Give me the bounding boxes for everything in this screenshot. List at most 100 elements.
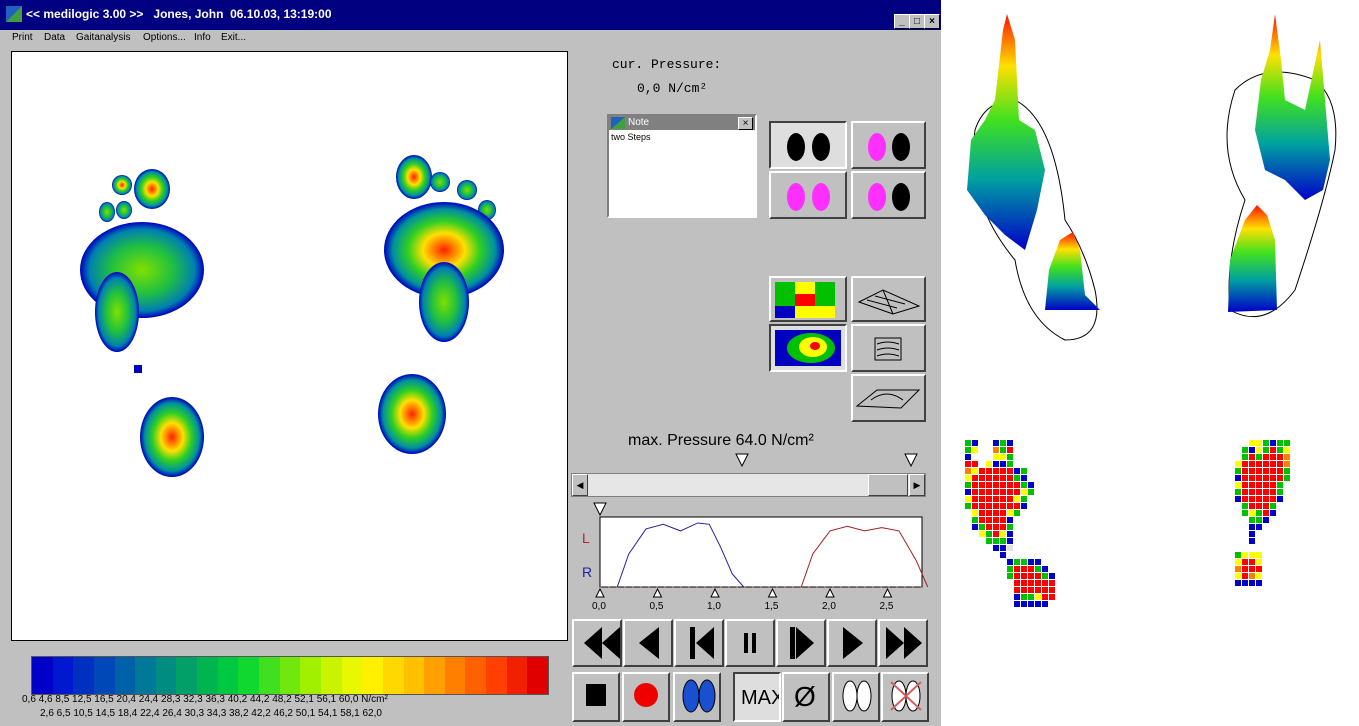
note-text[interactable]: two Steps xyxy=(611,132,651,142)
pressure-cell xyxy=(1256,580,1262,586)
menu-data[interactable]: Data xyxy=(44,32,66,43)
scroll-right-arrow[interactable]: ▶ xyxy=(909,474,925,496)
legend-swatch xyxy=(32,657,53,694)
isobar-map-icon xyxy=(775,330,841,366)
pressure-cell xyxy=(1007,566,1013,572)
time-cursor-marker[interactable] xyxy=(593,502,607,517)
pressure-cell xyxy=(993,475,999,481)
pressure-cell xyxy=(1007,468,1013,474)
isobar-view-button[interactable] xyxy=(769,324,847,372)
pressure-cell xyxy=(993,510,999,516)
grid-view-button[interactable] xyxy=(769,276,847,322)
note-window[interactable]: Note × two Steps xyxy=(607,114,757,218)
pressure-cell xyxy=(993,538,999,544)
x-tick-marker xyxy=(882,587,893,598)
wireframe-view-button[interactable] xyxy=(851,276,926,322)
pressure-cell xyxy=(1049,594,1055,600)
pressure-cell xyxy=(1235,461,1241,467)
pressure-cell xyxy=(1284,461,1290,467)
menu-info[interactable]: Info xyxy=(194,32,211,43)
surface-view-button[interactable] xyxy=(851,374,926,422)
pressure-cell xyxy=(1035,587,1041,593)
pressure-cell xyxy=(1256,454,1262,460)
maximize-button[interactable]: □ xyxy=(909,14,925,29)
pressure-cell xyxy=(1242,510,1248,516)
pressure-cell xyxy=(1021,594,1027,600)
close-button[interactable]: × xyxy=(924,14,940,29)
pressure-cell xyxy=(1028,587,1034,593)
pressure-cell xyxy=(1021,475,1027,481)
scroll-thumb[interactable] xyxy=(868,474,908,496)
pressure-cell xyxy=(1042,587,1048,593)
pressure-cell xyxy=(1035,594,1041,600)
frame-back-button[interactable] xyxy=(674,619,724,667)
stop-button[interactable] xyxy=(572,672,620,722)
foot-crossed-button[interactable] xyxy=(881,672,929,722)
pressure-map-canvas[interactable] xyxy=(11,51,568,641)
minimize-button[interactable]: _ xyxy=(894,14,910,29)
menu-print[interactable]: Print xyxy=(12,32,33,43)
time-scrollbar[interactable]: ◀ ▶ xyxy=(571,473,926,497)
pressure-cell xyxy=(965,503,971,509)
force-time-chart[interactable]: L R 0,0 0,5 1,0 1,5 2,0 2,5 xyxy=(570,499,930,615)
right-black-left-magenta-button[interactable] xyxy=(851,171,926,219)
pressure-cell xyxy=(979,496,985,502)
pressure-cell xyxy=(1263,461,1269,467)
series-line-R xyxy=(616,522,745,588)
pressure-cell xyxy=(1028,573,1034,579)
pressure-cell xyxy=(1007,461,1013,467)
pressure-cell xyxy=(1249,461,1255,467)
both-feet-magenta-button[interactable] xyxy=(769,171,847,219)
pressure-cell xyxy=(1035,559,1041,565)
menu-exit[interactable]: Exit... xyxy=(221,32,247,43)
legend-swatch xyxy=(197,657,218,694)
pressure-cell xyxy=(1249,496,1255,502)
scroll-marker-mid-icon xyxy=(735,453,749,467)
pressure-cell xyxy=(1000,524,1006,530)
pressure-cell xyxy=(965,496,971,502)
pressure-cell xyxy=(986,538,992,544)
average-icon: Ø xyxy=(794,681,816,712)
pressure-cell xyxy=(1242,503,1248,509)
pressure-cell xyxy=(1042,594,1048,600)
foot-outline-button[interactable] xyxy=(832,672,880,722)
legend-swatch xyxy=(259,657,280,694)
pressure-cell xyxy=(1256,461,1262,467)
pressure-cell xyxy=(1263,440,1269,446)
left-magenta-right-black-button[interactable] xyxy=(851,121,926,169)
feet-blue-button[interactable] xyxy=(673,672,721,722)
note-titlebar[interactable]: Note × xyxy=(609,116,755,130)
frame-forward-button[interactable] xyxy=(776,619,826,667)
max-pressure-label: max. Pressure 64.0 N/cm² xyxy=(628,432,814,449)
pressure-cell xyxy=(1049,573,1055,579)
average-button[interactable]: Ø xyxy=(782,672,830,722)
x-tick-label: 2,5 xyxy=(880,601,894,612)
play-button[interactable] xyxy=(827,619,877,667)
legend-swatch xyxy=(341,657,363,694)
scroll-left-arrow[interactable]: ◀ xyxy=(572,474,588,496)
pressure-cell xyxy=(1000,538,1006,544)
pressure-cell xyxy=(979,531,985,537)
title-bar[interactable]: << medilogic 3.00 >> Jones, John 06.10.0… xyxy=(0,0,941,30)
rewind-fast-button[interactable] xyxy=(572,619,622,667)
pause-button[interactable] xyxy=(725,619,775,667)
menu-gaitanalysis[interactable]: Gaitanalysis xyxy=(76,32,131,43)
current-pressure-label: cur. Pressure: xyxy=(612,57,722,72)
pressure-cell xyxy=(1249,475,1255,481)
forward-fast-button[interactable] xyxy=(878,619,928,667)
record-button[interactable] xyxy=(622,672,670,722)
pressure-cell xyxy=(1007,454,1013,460)
pressure-cell xyxy=(1249,573,1255,579)
pressure-cell xyxy=(1270,489,1276,495)
pressure-cell xyxy=(1014,587,1020,593)
step-back-button[interactable] xyxy=(623,619,673,667)
pressure-cell xyxy=(1242,454,1248,460)
pressure-cell xyxy=(972,503,978,509)
both-feet-black-button[interactable] xyxy=(769,121,847,169)
contour-view-button[interactable] xyxy=(851,324,926,372)
menu-options[interactable]: Options... xyxy=(143,32,186,43)
note-close-button[interactable]: × xyxy=(738,117,753,130)
pressure-cell xyxy=(1277,475,1283,481)
pressure-cell xyxy=(1014,601,1020,607)
max-button[interactable]: MAX xyxy=(733,672,784,722)
